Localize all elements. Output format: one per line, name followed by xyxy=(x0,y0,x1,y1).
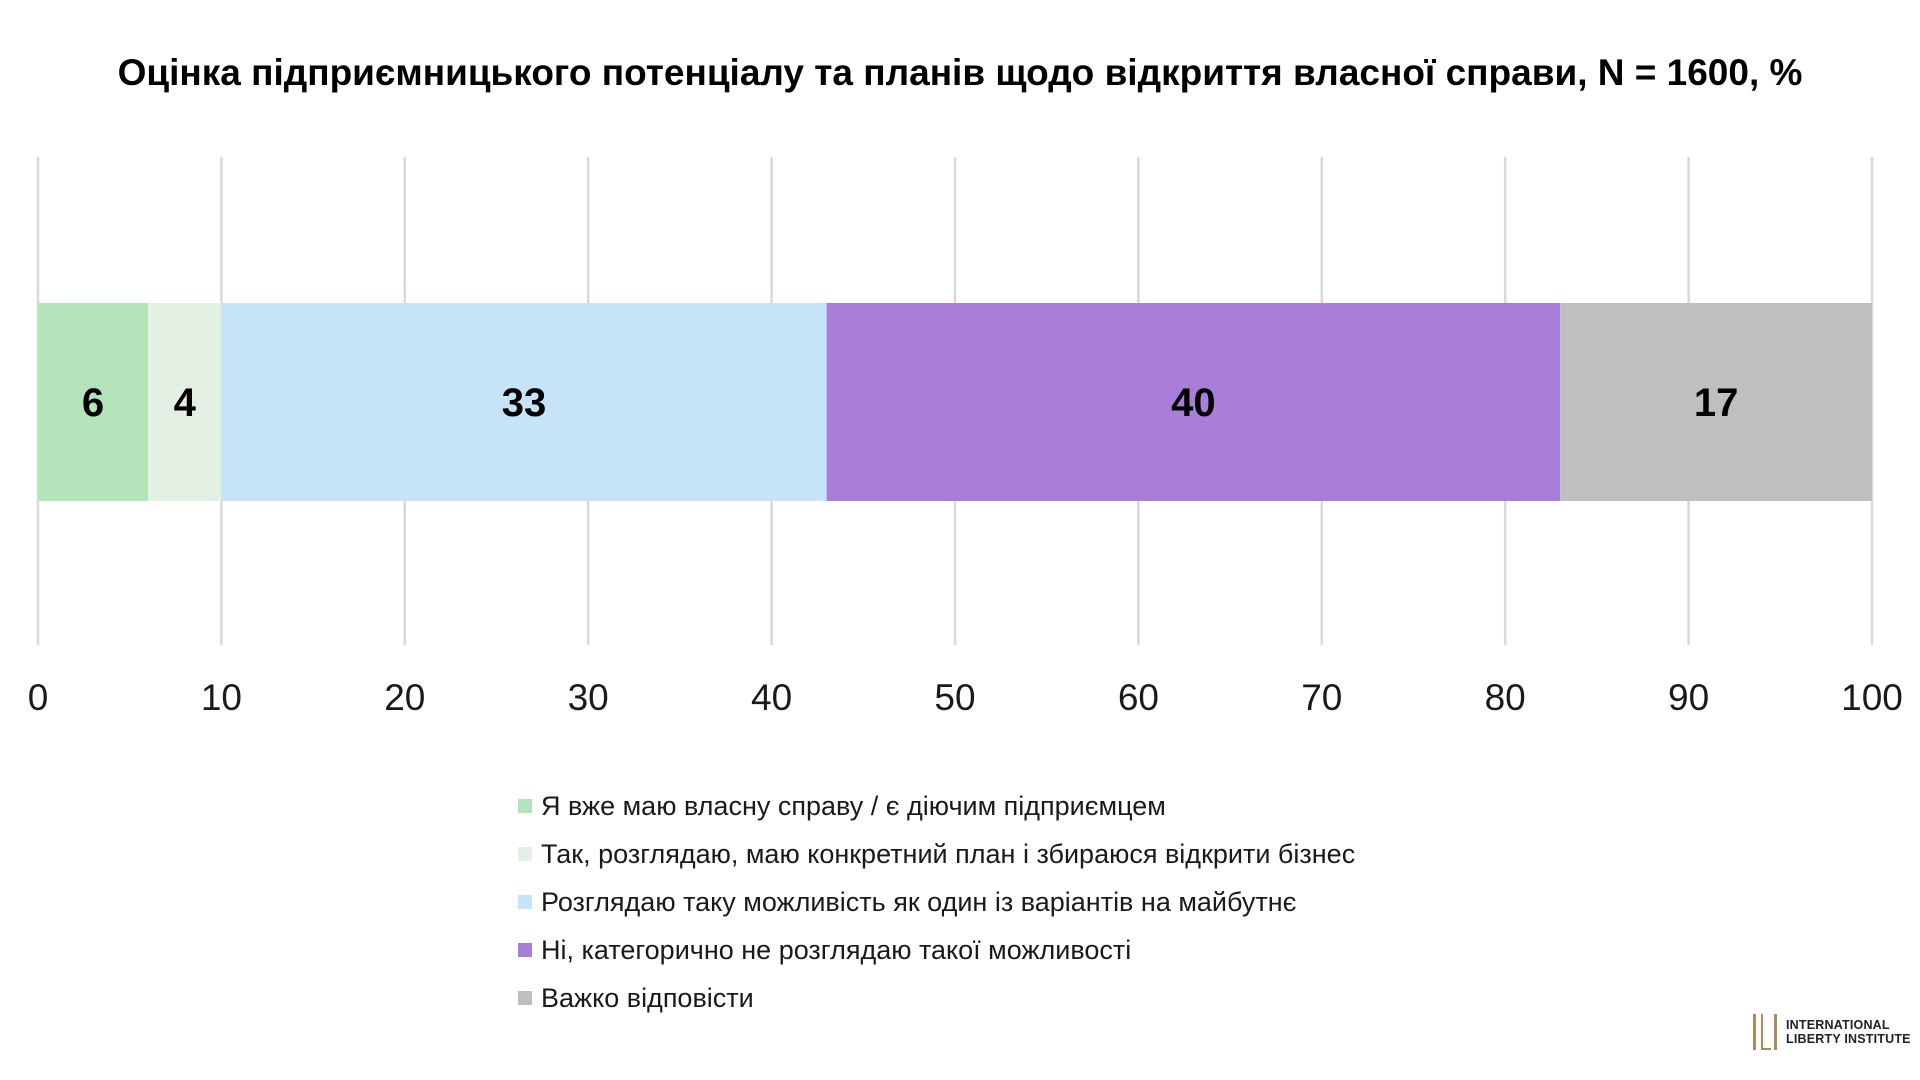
legend-label: Так, розглядаю, маю конкретний план і зб… xyxy=(541,838,1356,869)
logo-line-2: LIBERTY INSTITUTE xyxy=(1786,1032,1911,1046)
legend-label: Важко відповісти xyxy=(541,982,754,1013)
x-tick-label: 40 xyxy=(751,677,792,718)
data-labels: 6 4 33 40 17 xyxy=(82,381,1738,425)
x-axis-tick-labels: 0 10 20 30 40 50 60 70 80 90 100 xyxy=(28,677,1903,718)
legend-item-4: Ні, категорично не розглядаю такої можли… xyxy=(518,926,1355,974)
x-tick-label: 10 xyxy=(201,677,242,718)
legend-swatch xyxy=(518,847,532,861)
legend: Я вже маю власну справу / є діючим підпр… xyxy=(518,782,1355,1022)
x-tick-label: 30 xyxy=(568,677,609,718)
legend-label: Я вже маю власну справу / є діючим підпр… xyxy=(541,790,1166,821)
data-label-2: 4 xyxy=(174,381,197,425)
legend-item-1: Я вже маю власну справу / є діючим підпр… xyxy=(518,782,1355,830)
data-label-4: 40 xyxy=(1171,381,1216,425)
x-tick-label: 100 xyxy=(1841,677,1903,718)
legend-swatch xyxy=(518,943,532,957)
legend-swatch xyxy=(518,991,532,1005)
bar-segments xyxy=(38,303,1872,501)
x-tick-label: 20 xyxy=(384,677,425,718)
logo: INTERNATIONAL LIBERTY INSTITUTE xyxy=(1752,1012,1911,1052)
data-label-5: 17 xyxy=(1694,381,1739,425)
chart-title: Оцінка підприємницького потенціалу та пл… xyxy=(117,52,1803,93)
data-label-3: 33 xyxy=(502,381,547,425)
legend-item-3: Розглядаю таку можливість як один із вар… xyxy=(518,878,1355,926)
legend-swatch xyxy=(518,895,532,909)
bar-segment-1 xyxy=(38,303,149,501)
bar-segment-5 xyxy=(1560,303,1872,501)
legend-label: Ні, категорично не розглядаю такої можли… xyxy=(541,934,1132,965)
x-tick-label: 60 xyxy=(1118,677,1159,718)
x-tick-label: 70 xyxy=(1301,677,1342,718)
legend-item-2: Так, розглядаю, маю конкретний план і зб… xyxy=(518,830,1355,878)
logo-text: INTERNATIONAL LIBERTY INSTITUTE xyxy=(1786,1018,1911,1046)
bar-segment-4 xyxy=(826,303,1561,501)
bar-segment-2 xyxy=(148,303,222,501)
legend-item-5: Важко відповісти xyxy=(518,974,1355,1022)
x-tick-label: 90 xyxy=(1668,677,1709,718)
x-tick-label: 50 xyxy=(934,677,975,718)
logo-line-1: INTERNATIONAL xyxy=(1786,1018,1890,1032)
bar-segment-3 xyxy=(221,303,827,501)
logo-mark-icon xyxy=(1753,1014,1777,1050)
legend-swatch xyxy=(518,799,532,813)
x-tick-label: 80 xyxy=(1485,677,1526,718)
legend-label: Розглядаю таку можливість як один із вар… xyxy=(541,886,1297,917)
x-tick-label: 0 xyxy=(28,677,49,718)
data-label-1: 6 xyxy=(82,381,104,425)
